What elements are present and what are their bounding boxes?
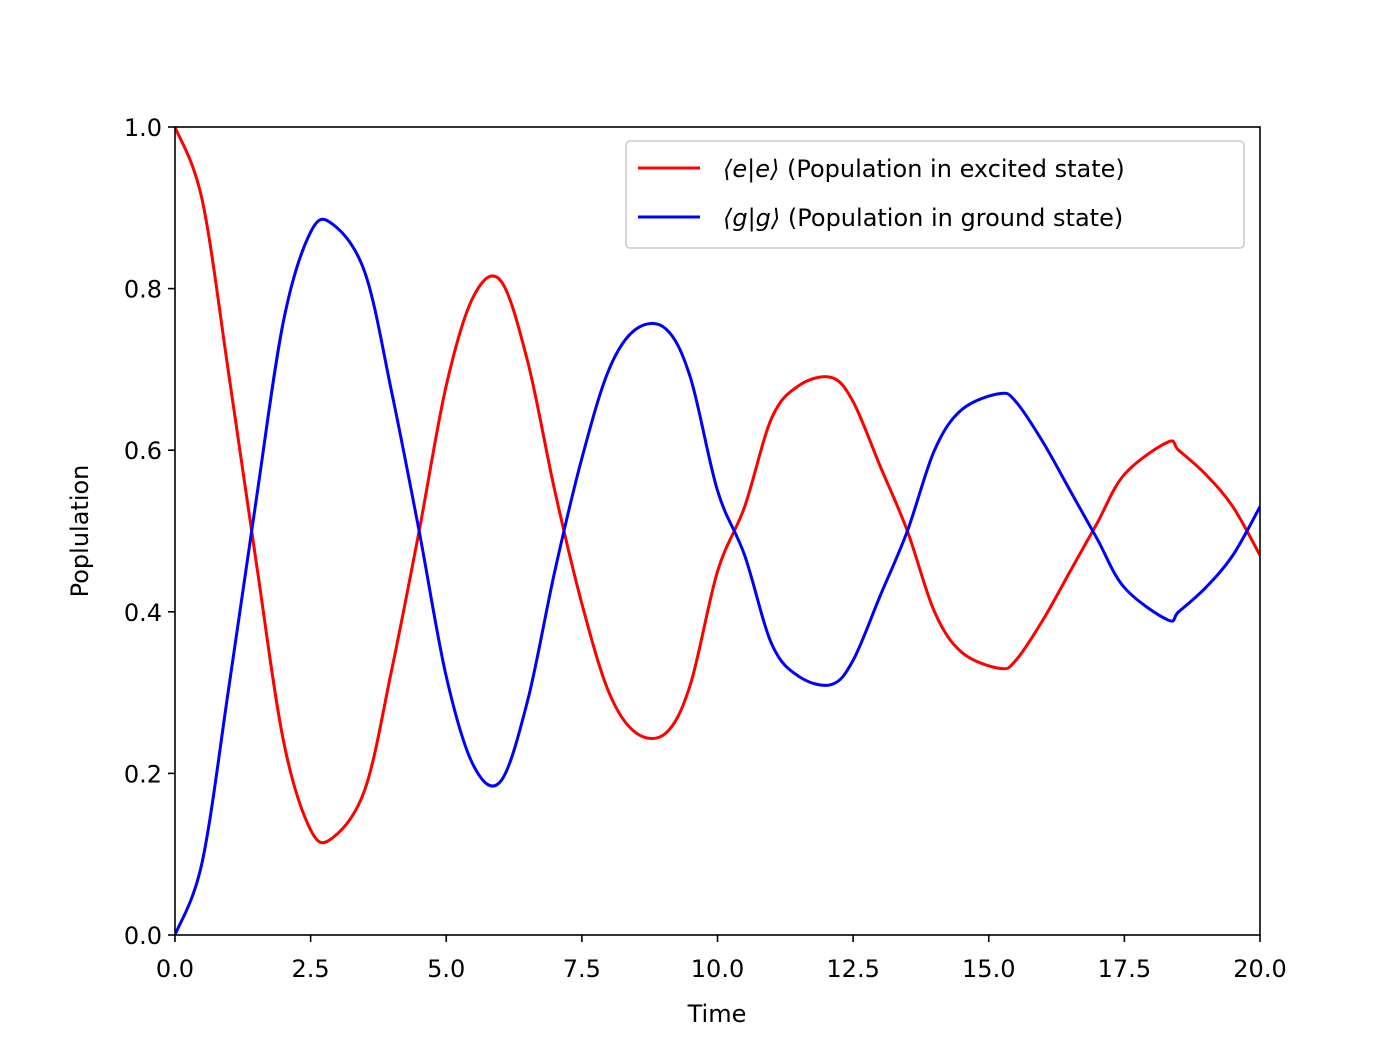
legend-label-excited: (Population in excited state) (779, 155, 1124, 183)
legend-label-ground: (Population in ground state) (780, 204, 1123, 232)
legend-entry-ground: ⟨g|g⟩ (Population in ground state) (723, 204, 1123, 232)
legend-entry-excited: ⟨e|e⟩ (Population in excited state) (723, 155, 1125, 183)
x-tick-label: 0.0 (156, 955, 194, 983)
plot-area (175, 126, 1260, 936)
x-tick-label: 20.0 (1233, 955, 1286, 983)
y-tick-label: 0.8 (124, 276, 162, 304)
legend: ⟨e|e⟩ (Population in excited state) ⟨g|g… (625, 140, 1245, 249)
x-tick-label: 15.0 (962, 955, 1015, 983)
legend-math-excited: ⟨e|e⟩ (723, 155, 779, 183)
x-tick-label: 5.0 (427, 955, 465, 983)
x-tick-label: 7.5 (563, 955, 601, 983)
series-line-excited (175, 126, 1260, 845)
y-tick-label: 0.2 (124, 760, 162, 788)
series-line-ground (175, 217, 1260, 936)
y-tick-label: 0.4 (124, 599, 162, 627)
y-axis-label: Poplulation (66, 465, 94, 598)
y-axis-ticks: 0.0 0.2 0.4 0.6 0.8 1.0 (124, 114, 175, 950)
legend-box (625, 140, 1245, 249)
x-tick-label: 12.5 (826, 955, 879, 983)
legend-math-ground: ⟨g|g⟩ (723, 204, 780, 232)
x-tick-label: 2.5 (292, 955, 330, 983)
y-tick-label: 0.6 (124, 437, 162, 465)
y-tick-label: 1.0 (124, 114, 162, 142)
x-tick-label: 17.5 (1098, 955, 1151, 983)
y-tick-label: 0.0 (124, 922, 162, 950)
x-tick-label: 10.0 (691, 955, 744, 983)
x-axis-ticks: 0.0 2.5 5.0 7.5 10.0 12.5 15.0 17.5 20.0 (156, 935, 1287, 983)
x-axis-label: Time (687, 1000, 747, 1028)
